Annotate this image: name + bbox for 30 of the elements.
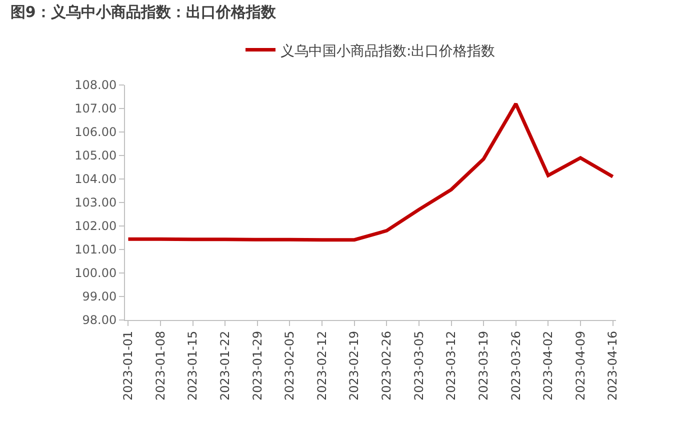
y-tick-label: 108.00 [74, 78, 117, 92]
y-tick-label: 103.00 [74, 196, 117, 210]
x-tick-label: 2023-01-29 [250, 330, 264, 401]
x-tick-label: 2023-02-12 [314, 330, 329, 401]
x-tick-label: 2023-01-22 [218, 330, 232, 401]
x-tick-label: 2023-04-09 [573, 330, 588, 401]
y-tick-label: 98.00 [82, 313, 117, 328]
line-series [126, 102, 615, 242]
x-tick-label: 2023-04-02 [541, 330, 556, 401]
legend-label: 义乌中国小商品指数:出口价格指数 [280, 43, 496, 60]
x-tick-label: 2023-03-05 [412, 330, 426, 401]
chart-title: 图9：义乌中小商品指数：出口价格指数 [10, 2, 277, 21]
y-tick-label: 102.00 [74, 219, 117, 234]
y-tick-label: 107.00 [74, 102, 117, 116]
x-tick-label: 2023-03-12 [444, 330, 458, 401]
x-tick-label: 2023-02-19 [347, 330, 362, 401]
y-tick-label: 105.00 [74, 148, 117, 163]
x-tick-label: 2023-01-01 [121, 330, 136, 401]
y-tick-label: 101.00 [74, 242, 117, 257]
x-tick-label: 2023-01-08 [153, 330, 168, 401]
x-tick-label: 2023-01-15 [186, 330, 200, 401]
x-tick-label: 2023-02-05 [282, 330, 297, 401]
y-tick-label: 99.00 [82, 290, 117, 304]
x-tick-label: 2023-04-16 [606, 330, 620, 401]
x-tick-label: 2023-03-19 [476, 330, 490, 401]
x-tick-label: 2023-03-26 [508, 330, 523, 401]
y-tick-label: 104.00 [74, 172, 117, 186]
y-tick-label: 106.00 [74, 125, 117, 140]
x-tick-label: 2023-02-26 [380, 330, 394, 401]
y-tick-label: 100.00 [74, 266, 117, 280]
